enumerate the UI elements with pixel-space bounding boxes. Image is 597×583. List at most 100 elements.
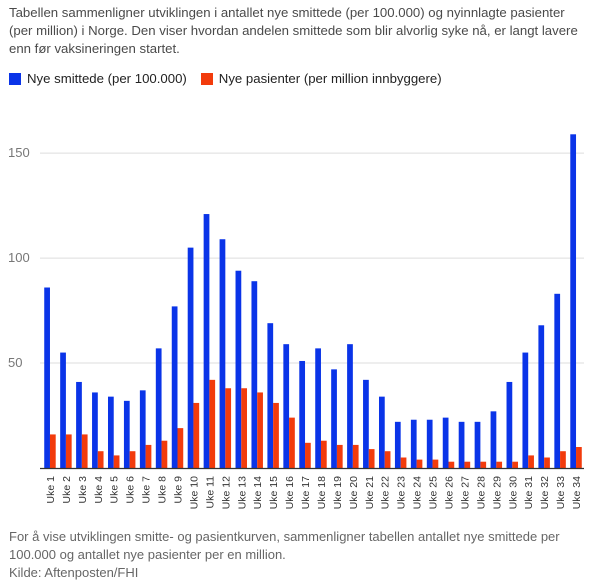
x-tick-label: Uke 2 <box>61 476 73 504</box>
bar-pasienter <box>416 459 423 468</box>
x-tick-label: Uke 14 <box>252 476 264 509</box>
bar-smittede <box>554 293 561 468</box>
x-tick-label: Uke 27 <box>459 476 471 509</box>
x-tick-label: Uke 28 <box>475 476 487 509</box>
bar-pasienter <box>496 461 503 468</box>
x-tick-label: Uke 26 <box>444 476 456 509</box>
bar-smittede <box>394 421 401 468</box>
bar-smittede <box>92 392 98 468</box>
legend-swatch-blue <box>9 72 21 85</box>
bar-pasienter <box>464 461 471 468</box>
bar-pasienter <box>560 451 566 468</box>
bar-smittede <box>235 270 242 468</box>
bar-smittede <box>347 344 353 468</box>
x-tick-label: Uke 10 <box>188 476 200 509</box>
bar-smittede <box>60 352 66 468</box>
x-tick-label: Uke 22 <box>380 476 392 509</box>
bar-pasienter <box>384 451 391 468</box>
legend-item-smittede: Nye smittede (per 100.000) <box>9 71 187 86</box>
x-tick-label: Uke 6 <box>125 476 137 504</box>
legend-swatch-orange <box>200 72 213 85</box>
bar-smittede <box>474 421 481 468</box>
bar-pasienter <box>113 455 120 468</box>
bar-pasienter <box>368 449 375 468</box>
bar-pasienter <box>289 417 295 468</box>
y-tick-label: 100 <box>8 250 30 265</box>
bar-smittede <box>155 348 162 468</box>
bar-smittede <box>315 348 321 468</box>
bar-pasienter <box>273 402 279 468</box>
bar-smittede <box>522 352 529 468</box>
bar-smittede <box>283 344 290 468</box>
bar-pasienter <box>209 379 216 468</box>
bar-pasienter <box>448 461 455 468</box>
x-tick-label: Uke 4 <box>93 476 105 504</box>
x-tick-label: Uke 29 <box>491 476 503 509</box>
bar-smittede <box>442 417 449 468</box>
bar-smittede <box>123 400 130 468</box>
bar-smittede <box>44 287 50 468</box>
bar-smittede <box>187 247 194 468</box>
bar-smittede <box>331 369 337 468</box>
bar-pasienter <box>352 444 359 468</box>
bar-pasienter <box>177 428 184 468</box>
x-tick-label: Uke 8 <box>157 476 169 504</box>
x-tick-label: Uke 15 <box>268 476 280 509</box>
bar-pasienter <box>432 459 439 468</box>
bar-smittede <box>203 214 210 468</box>
bar-smittede <box>426 419 433 468</box>
x-tick-label: Uke 19 <box>332 476 344 509</box>
x-tick-label: Uke 33 <box>555 476 567 509</box>
legend-label-smittede: Nye smittede (per 100.000) <box>27 71 187 86</box>
y-tick-label: 150 <box>8 145 30 160</box>
bar-smittede <box>251 281 258 468</box>
x-tick-label: Uke 18 <box>316 476 328 509</box>
chart-subtitle: Tabellen sammenligner utviklingen i anta… <box>9 5 578 56</box>
bar-smittede <box>378 396 385 468</box>
bar-smittede <box>490 411 497 468</box>
x-tick-label: Uke 32 <box>539 476 551 509</box>
bar-pasienter <box>241 388 248 468</box>
bar-smittede <box>570 134 577 468</box>
x-tick-label: Uke 9 <box>173 476 185 504</box>
bar-pasienter <box>129 451 136 468</box>
x-tick-label: Uke 21 <box>364 476 376 509</box>
bar-smittede <box>267 323 274 468</box>
bar-smittede <box>171 306 178 468</box>
bar-smittede <box>76 381 82 468</box>
bar-pasienter <box>336 444 343 468</box>
x-tick-label: Uke 12 <box>220 476 232 509</box>
bar-smittede <box>139 390 146 468</box>
legend-item-pasienter: Nye pasienter (per million innbyggere) <box>200 71 442 86</box>
bar-pasienter <box>225 388 232 468</box>
x-tick-label: Uke 30 <box>507 476 519 509</box>
bar-smittede <box>299 360 306 468</box>
bar-pasienter <box>193 402 200 468</box>
bar-smittede <box>107 396 114 468</box>
bar-pasienter <box>320 440 327 468</box>
bar-smittede <box>219 239 226 468</box>
bar-pasienter <box>161 440 168 468</box>
bar-smittede <box>363 379 369 468</box>
x-tick-label: Uke 17 <box>300 476 312 509</box>
x-tick-label: Uke 1 <box>45 476 57 504</box>
bar-pasienter <box>97 451 104 468</box>
chart-source: Kilde: Aftenposten/FHI <box>9 565 139 580</box>
bar-pasienter <box>145 444 152 468</box>
bar-pasienter <box>544 457 550 468</box>
bar-pasienter <box>257 392 263 468</box>
x-tick-label: Uke 20 <box>348 476 360 509</box>
x-tick-label: Uke 16 <box>284 476 296 509</box>
x-tick-label: Uke 11 <box>204 476 216 509</box>
x-tick-label: Uke 24 <box>412 476 424 509</box>
chart-note: For å vise utviklingen smitte- og pasien… <box>9 529 560 562</box>
bar-smittede <box>538 325 545 468</box>
x-tick-label: Uke 25 <box>428 476 440 509</box>
bar-pasienter <box>512 461 519 468</box>
bar-pasienter <box>576 447 582 468</box>
bar-pasienter <box>400 457 407 468</box>
bar-pasienter <box>528 455 534 468</box>
x-tick-label: Uke 31 <box>523 476 535 509</box>
bar-pasienter <box>81 434 88 468</box>
bar-pasienter <box>65 434 72 468</box>
